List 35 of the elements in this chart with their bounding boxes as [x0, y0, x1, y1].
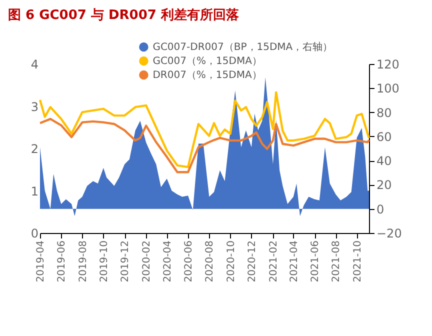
y2-tick-label: 40: [376, 154, 392, 168]
y-tick-label: 3: [30, 100, 38, 114]
x-tick-label: 2019-04: [36, 240, 46, 282]
x-tick-label: 2019-12: [120, 240, 132, 282]
x-tick-label: 2019-06: [56, 240, 68, 282]
y-tick-label: 0: [30, 226, 38, 240]
y2-tick-label: 120: [376, 58, 400, 72]
x-tick-label: 2020-02: [142, 240, 153, 282]
y2-tick-label: 60: [376, 130, 392, 144]
x-tick-label: 2020-04: [162, 240, 174, 282]
x-tick-label: 2020-08: [204, 240, 216, 282]
y2-tick-label: 80: [376, 106, 392, 120]
x-tick-label: 2020-10: [226, 240, 237, 282]
legend-label: DR007（%，15DMA）: [152, 70, 262, 81]
x-tick-label: 2021-06: [310, 240, 322, 282]
y-tick-label: 2: [30, 142, 38, 156]
chart-title: 图 6 GC007 与 DR007 利差有所回落: [8, 7, 239, 24]
x-tick-label: 2021-02: [268, 240, 280, 282]
x-tick-label: 2020-06: [184, 240, 195, 282]
x-tick-label: 2021-08: [331, 240, 342, 282]
y2-tick-label: −20: [376, 226, 402, 240]
x-tick-label: 2021-04: [288, 240, 300, 282]
y2-tick-label: 100: [376, 82, 400, 96]
x-tick-label: 2019-08: [78, 240, 89, 282]
legend-label: GC007（%，15DMA）: [152, 56, 262, 67]
y-tick-label: 4: [30, 58, 38, 72]
y-tick-label: 1: [30, 184, 38, 198]
y2-tick-label: 0: [376, 202, 384, 216]
x-tick-label: 2021-10: [352, 240, 364, 282]
x-tick-label: 2020-12: [246, 240, 258, 282]
line-series: [38, 118, 370, 174]
legend-label: GC007-DR007（BP，15DMA，右轴）: [152, 41, 333, 53]
x-tick-label: 2019-10: [98, 240, 110, 282]
line-series: [38, 91, 370, 168]
y2-tick-label: 20: [376, 178, 392, 192]
